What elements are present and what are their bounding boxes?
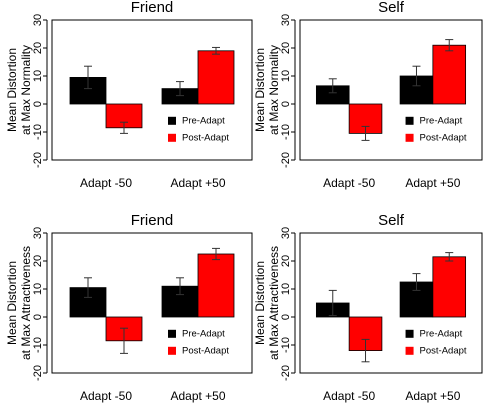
panel-title: Self: [378, 0, 405, 16]
plot-frame: [51, 19, 253, 161]
legend-label: Pre-Adapt: [420, 115, 463, 126]
legend-swatch: [405, 329, 414, 338]
y-tick-label: 10: [280, 70, 292, 82]
legend-swatch: [168, 329, 176, 338]
x-category-label: Adapt -50: [80, 389, 132, 403]
y-tick-label: -10: [32, 124, 44, 140]
y-tick-label: 20: [32, 255, 44, 267]
legend-label: Pre-Adapt: [182, 328, 225, 339]
bar-post-adapt-2: [432, 256, 467, 318]
x-category-label: Adapt +50: [405, 389, 460, 403]
chart-panel-1: Friend Mean Distortion at Max Normality -20…: [5, 0, 253, 190]
legend-swatch: [168, 133, 176, 142]
x-category-label: Adapt +50: [405, 176, 460, 190]
y-tick-label: 20: [32, 42, 44, 54]
y-axis-label: Mean Distortion: [253, 48, 267, 132]
y-tick-label: -10: [280, 337, 292, 353]
chart-panel-4: Self Mean Distortion at Max Attractiveness…: [253, 212, 483, 403]
chart-panel-3: Friend Mean Distortion at Max Attractivene…: [5, 212, 253, 403]
legend-swatch: [168, 346, 176, 355]
y-axis-label: at Max Attractiveness: [267, 246, 281, 360]
y-tick-label: 30: [280, 14, 292, 26]
y-axis-label: at Max Normality: [19, 45, 33, 135]
plot-frame: [51, 232, 253, 374]
legend-label: Post-Adapt: [420, 345, 467, 356]
y-tick-label: 20: [280, 255, 292, 267]
y-tick-label: 0: [280, 101, 292, 107]
y-axis-label: Mean Distortion: [5, 261, 19, 345]
bar-post-adapt-2: [432, 44, 467, 105]
y-tick-label: 30: [280, 227, 292, 239]
panel-title: Friend: [131, 0, 174, 16]
plot-frame: [299, 232, 483, 374]
plot-frame: [299, 19, 483, 161]
bar-post-adapt-2: [197, 253, 235, 318]
y-tick-label: -20: [32, 152, 44, 168]
bar-post-adapt-2: [197, 50, 235, 105]
y-axis-label: Mean Distortion: [253, 261, 267, 345]
y-tick-label: -10: [32, 337, 44, 353]
x-category-label: Adapt -50: [80, 176, 132, 190]
y-tick-label: -20: [32, 365, 44, 381]
legend-swatch: [405, 116, 414, 125]
bar-pre-adapt-2: [161, 285, 199, 318]
x-category-label: Adapt +50: [170, 176, 225, 190]
legend-label: Pre-Adapt: [182, 115, 225, 126]
legend-swatch: [405, 346, 414, 355]
y-tick-label: -20: [280, 152, 292, 168]
x-category-label: Adapt -50: [323, 176, 375, 190]
legend-swatch: [405, 133, 414, 142]
legend-label: Post-Adapt: [420, 132, 467, 143]
y-tick-label: 10: [32, 70, 44, 82]
legend-label: Pre-Adapt: [420, 328, 463, 339]
x-category-label: Adapt -50: [323, 389, 375, 403]
panel-title: Self: [378, 212, 405, 229]
y-tick-label: 10: [32, 283, 44, 295]
y-axis-label: Mean Distortion: [5, 48, 19, 132]
y-tick-label: 0: [32, 314, 44, 320]
y-tick-label: 20: [280, 42, 292, 54]
panel-title: Friend: [131, 212, 174, 229]
legend-label: Post-Adapt: [182, 132, 229, 143]
y-axis-label: at Max Normality: [267, 45, 281, 135]
chart-panel-2: Self Mean Distortion at Max Normality -20 -1…: [253, 0, 483, 190]
y-tick-label: 30: [32, 14, 44, 26]
y-axis-label: at Max Attractiveness: [19, 246, 33, 360]
y-tick-label: 30: [32, 227, 44, 239]
y-tick-label: -20: [280, 365, 292, 381]
y-tick-label: 0: [32, 101, 44, 107]
legend-swatch: [168, 116, 176, 125]
legend-label: Post-Adapt: [182, 345, 229, 356]
y-tick-label: -10: [280, 124, 292, 140]
y-tick-label: 0: [280, 314, 292, 320]
y-tick-label: 10: [280, 283, 292, 295]
x-category-label: Adapt +50: [170, 389, 225, 403]
